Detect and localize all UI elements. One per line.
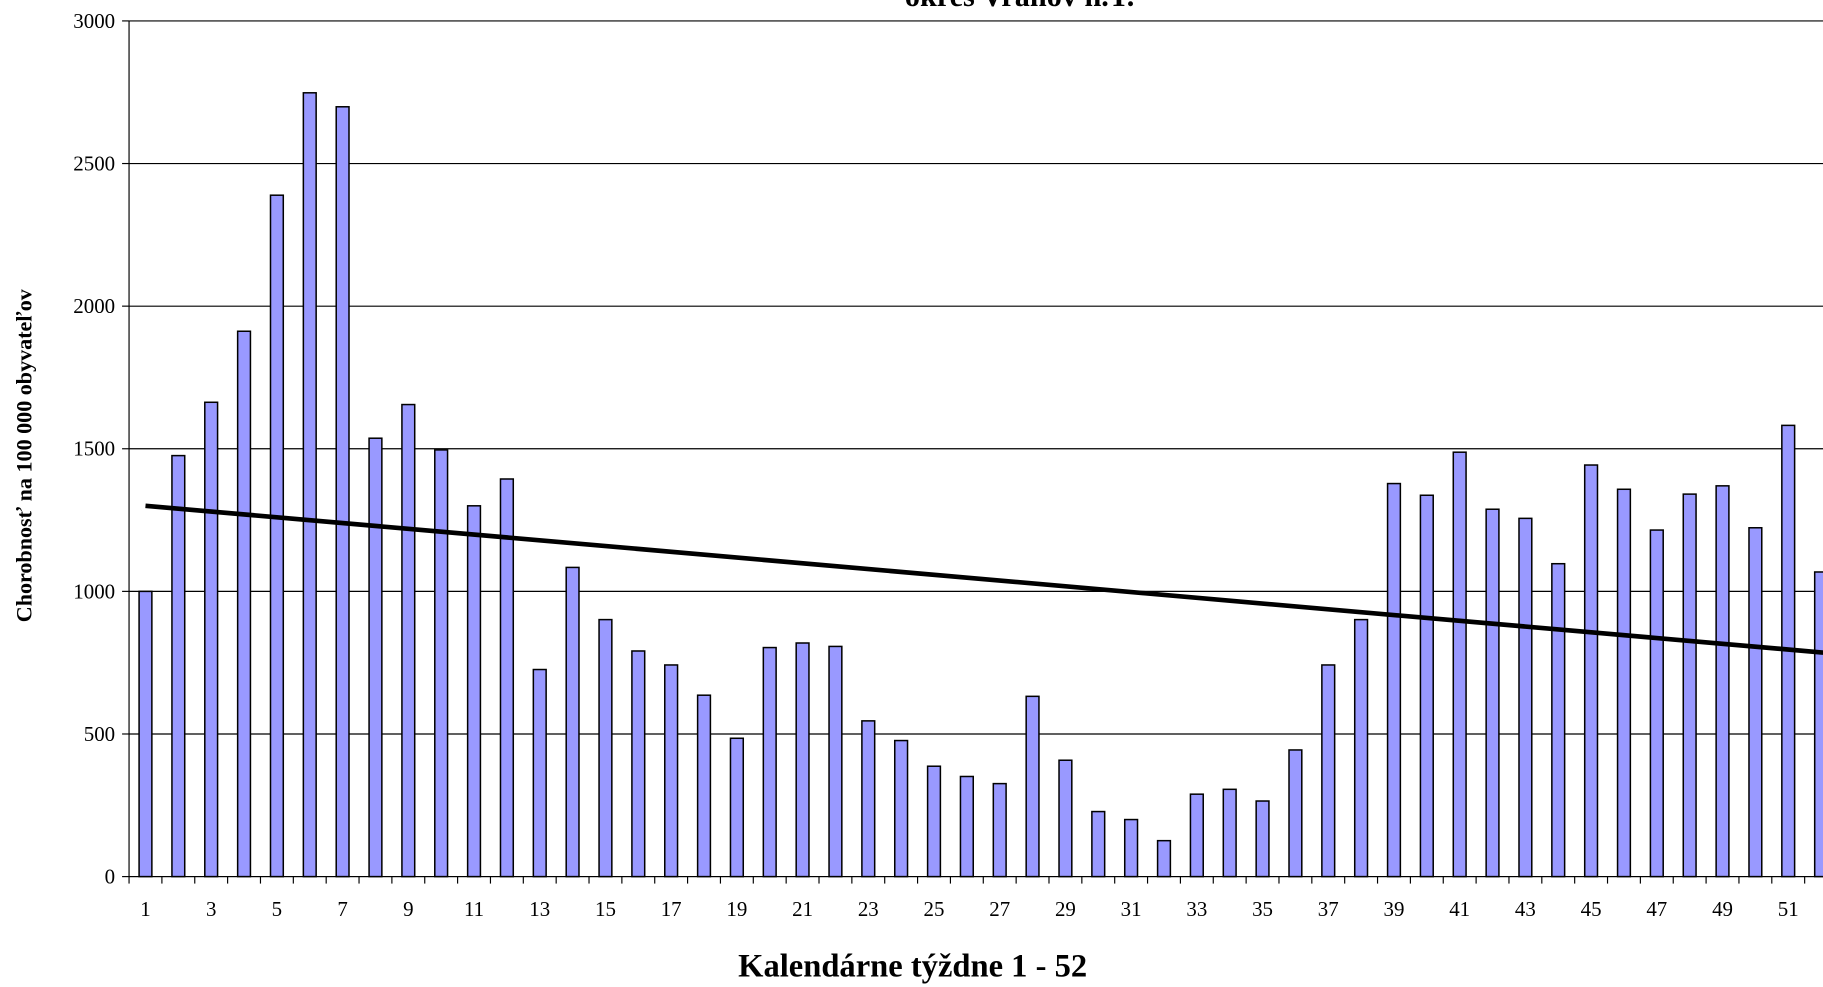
bar (302, 92, 317, 878)
x-tick-label: 15 (595, 897, 616, 921)
bar (861, 720, 876, 878)
x-tick-label: 5 (272, 897, 282, 921)
x-tick-label: 37 (1318, 897, 1339, 921)
bar (1485, 508, 1500, 878)
bar (368, 437, 383, 878)
x-tick-label: 23 (858, 897, 879, 921)
bar (1353, 618, 1369, 878)
bar (335, 106, 350, 878)
bar (1616, 488, 1632, 878)
bar (1452, 451, 1467, 878)
bar (1156, 839, 1172, 878)
bar (1321, 664, 1336, 878)
x-tick-label: 51 (1778, 897, 1799, 921)
bar (1123, 818, 1139, 878)
y-tick-label: 0 (105, 865, 115, 889)
bar (1419, 494, 1434, 878)
bar (1551, 562, 1566, 878)
bar (696, 694, 712, 878)
bar (1748, 527, 1763, 878)
bar (762, 646, 777, 878)
x-tick-label: 13 (529, 897, 550, 921)
x-tick-label: 41 (1449, 897, 1470, 921)
x-tick-label: 47 (1646, 897, 1667, 921)
x-tick-label: 9 (403, 897, 413, 921)
bar (1715, 485, 1730, 878)
bar (434, 449, 449, 878)
bar (1222, 788, 1237, 878)
bar (1649, 529, 1664, 878)
bar (598, 618, 613, 878)
y-tick-label: 2000 (73, 294, 115, 318)
y-axis-label: Chorobnosť na 100 000 obyvateľov (11, 288, 36, 622)
bar (631, 650, 646, 878)
x-tick-label: 31 (1121, 897, 1142, 921)
x-tick-label: 35 (1252, 897, 1273, 921)
bar (1813, 571, 1823, 878)
bar (466, 505, 482, 878)
x-tick-label: 33 (1186, 897, 1207, 921)
x-tick-label: 1 (140, 897, 150, 921)
bar (138, 590, 153, 878)
bar (499, 478, 515, 878)
bar (926, 765, 942, 878)
x-axis-label: Kalendárne týždne 1 - 52 (738, 949, 1087, 985)
x-tick-label: 25 (924, 897, 945, 921)
y-tick-label: 1500 (73, 437, 115, 461)
bar (992, 782, 1007, 878)
bar (1682, 493, 1697, 878)
bar (959, 775, 975, 878)
x-tick-label: 3 (206, 897, 216, 921)
chart-body: okres Vranov n.T. Kalendárne týždne 1 - … (11, 0, 1823, 985)
y-tick-label: 3000 (73, 9, 115, 33)
x-tick-label: 17 (661, 897, 682, 921)
bar (1189, 793, 1204, 878)
bar (532, 668, 547, 878)
bar (1518, 517, 1533, 878)
bar (401, 403, 416, 878)
bar (1025, 695, 1040, 878)
x-tick-label: 45 (1581, 897, 1602, 921)
bar (729, 737, 745, 878)
bar (236, 330, 252, 878)
x-tick-label: 11 (464, 897, 484, 921)
bar (1091, 810, 1106, 878)
bar (1288, 749, 1303, 878)
chart-title: okres Vranov n.T. (905, 0, 1134, 13)
y-tick-label: 500 (84, 722, 115, 746)
trend-line (145, 503, 1823, 655)
bar (1386, 482, 1402, 878)
x-tick-label: 27 (989, 897, 1010, 921)
bar (1058, 759, 1073, 878)
x-tick-label: 19 (726, 897, 747, 921)
bar (204, 401, 219, 878)
bar (828, 645, 843, 878)
x-tick-label: 7 (337, 897, 347, 921)
x-tick-label: 39 (1384, 897, 1405, 921)
bar (795, 642, 810, 878)
bar (269, 194, 285, 878)
y-tick-label: 2500 (73, 152, 115, 176)
x-tick-label: 43 (1515, 897, 1536, 921)
bar (565, 566, 580, 878)
x-tick-label: 49 (1712, 897, 1733, 921)
x-tick-label: 29 (1055, 897, 1076, 921)
bar (171, 454, 186, 878)
bar (893, 739, 909, 878)
bar (664, 664, 679, 878)
bar (1583, 464, 1599, 878)
y-tick-label: 1000 (73, 579, 115, 603)
bar (1255, 800, 1270, 878)
x-tick-label: 21 (792, 897, 813, 921)
